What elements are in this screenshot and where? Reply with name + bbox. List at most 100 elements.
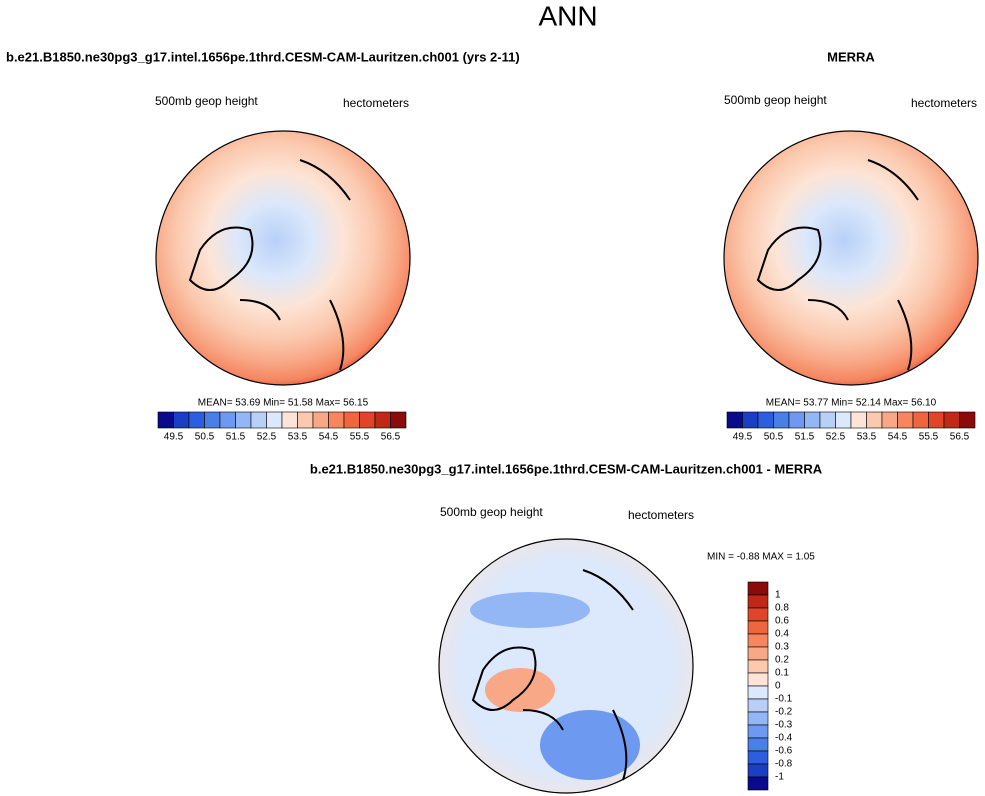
colorbar-box bbox=[312, 411, 329, 429]
colorbar-box bbox=[747, 581, 769, 596]
anomaly bbox=[485, 668, 555, 712]
colorbar-label: 56.5 bbox=[381, 432, 401, 443]
colorbar-label: 53.5 bbox=[857, 432, 877, 443]
colorbar-box bbox=[219, 411, 236, 429]
map bbox=[155, 130, 411, 386]
field-label: 500mb geop height bbox=[440, 505, 543, 519]
colorbar-box bbox=[726, 411, 743, 429]
colorbar-box bbox=[747, 620, 769, 635]
colorbar-label: -0.8 bbox=[775, 759, 793, 770]
panel-title: b.e21.B1850.ne30pg3_g17.intel.1656pe.1th… bbox=[310, 461, 823, 476]
colorbar-box bbox=[235, 411, 252, 429]
colorbar-label: 51.5 bbox=[795, 432, 815, 443]
colorbar-label: 53.5 bbox=[288, 432, 308, 443]
colorbar-label: 1 bbox=[775, 590, 781, 601]
colorbar-box bbox=[747, 607, 769, 622]
colorbar-box bbox=[928, 411, 945, 429]
colorbar-box bbox=[328, 411, 345, 429]
colorbar-box bbox=[390, 411, 407, 429]
colorbar-box bbox=[204, 411, 221, 429]
panel-title: b.e21.B1850.ne30pg3_g17.intel.1656pe.1th… bbox=[6, 49, 520, 64]
stats: MEAN= 53.77 Min= 52.14 Max= 56.10 bbox=[766, 398, 937, 409]
colorbar-label: 0.6 bbox=[775, 616, 789, 627]
colorbar-box bbox=[747, 698, 769, 713]
colorbar-box bbox=[788, 411, 805, 429]
colorbar-label: 55.5 bbox=[919, 432, 939, 443]
field-label: 500mb geop height bbox=[724, 93, 827, 107]
colorbar-box bbox=[819, 411, 836, 429]
colorbar-label: 55.5 bbox=[350, 432, 370, 443]
colorbar-label: 52.5 bbox=[826, 432, 846, 443]
colorbar-label: -0.4 bbox=[775, 733, 793, 744]
colorbar-box bbox=[250, 411, 267, 429]
colorbar-box bbox=[897, 411, 914, 429]
colorbar-box bbox=[747, 737, 769, 752]
colorbar-label: 0.3 bbox=[775, 642, 789, 653]
stats: MIN = -0.88 MAX = 1.05 bbox=[707, 552, 815, 563]
colorbar-label: 49.5 bbox=[164, 432, 184, 443]
colorbar-box bbox=[881, 411, 898, 429]
colorbar-box bbox=[747, 763, 769, 778]
colorbar-box bbox=[188, 411, 205, 429]
anomaly bbox=[540, 710, 640, 780]
colorbar-box bbox=[912, 411, 929, 429]
colorbar-box bbox=[747, 776, 769, 791]
colorbar-box bbox=[747, 672, 769, 687]
colorbar-label: 54.5 bbox=[319, 432, 339, 443]
colorbar-label: 52.5 bbox=[257, 432, 277, 443]
colorbar-label: 0.1 bbox=[775, 668, 789, 679]
colorbar-box bbox=[747, 594, 769, 609]
colorbar-label: 50.5 bbox=[764, 432, 784, 443]
colorbar-box bbox=[866, 411, 883, 429]
colorbar-box bbox=[835, 411, 852, 429]
colorbar-label: 51.5 bbox=[226, 432, 246, 443]
coastline bbox=[188, 159, 351, 371]
colorbar-label: 50.5 bbox=[195, 432, 215, 443]
units-label: hectometers bbox=[911, 96, 977, 110]
units-label: hectometers bbox=[343, 96, 409, 110]
colorbar-label: -0.6 bbox=[775, 746, 793, 757]
colorbar-box bbox=[747, 685, 769, 700]
colorbar-label: 0 bbox=[775, 681, 781, 692]
colorbar-box bbox=[943, 411, 960, 429]
colorbar-label: 49.5 bbox=[733, 432, 753, 443]
colorbar-label: -1 bbox=[775, 772, 784, 783]
colorbar-label: -0.2 bbox=[775, 707, 793, 718]
units-label: hectometers bbox=[628, 508, 694, 522]
colorbar-label: 0.4 bbox=[775, 629, 789, 640]
colorbar-box bbox=[747, 724, 769, 739]
colorbar-box bbox=[374, 411, 391, 429]
colorbar-box bbox=[747, 711, 769, 726]
colorbar-box bbox=[850, 411, 867, 429]
colorbar-label: -0.1 bbox=[775, 694, 793, 705]
coastline bbox=[471, 569, 634, 781]
colorbar-box bbox=[742, 411, 759, 429]
colorbar-box bbox=[281, 411, 298, 429]
colorbar-box bbox=[959, 411, 976, 429]
colorbar-box bbox=[157, 411, 174, 429]
coastline bbox=[756, 159, 919, 371]
colorbar-box bbox=[747, 646, 769, 661]
figure-title: ANN bbox=[538, 0, 597, 31]
colorbar-box bbox=[297, 411, 314, 429]
panel-title: MERRA bbox=[827, 49, 875, 64]
colorbar-label: 0.8 bbox=[775, 603, 789, 614]
colorbar-label: 54.5 bbox=[888, 432, 908, 443]
colorbar-box bbox=[747, 633, 769, 648]
field-label: 500mb geop height bbox=[155, 94, 258, 108]
anomaly bbox=[470, 592, 590, 628]
colorbar-box bbox=[343, 411, 360, 429]
colorbar-label: 56.5 bbox=[950, 432, 970, 443]
colorbar-box bbox=[757, 411, 774, 429]
stats: MEAN= 53.69 Min= 51.58 Max= 56.15 bbox=[198, 398, 369, 409]
colorbar-label: -0.3 bbox=[775, 720, 793, 731]
colorbar-box bbox=[359, 411, 376, 429]
colorbar-box bbox=[266, 411, 283, 429]
colorbar-box bbox=[173, 411, 190, 429]
colorbar-box bbox=[773, 411, 790, 429]
colorbar-box bbox=[804, 411, 821, 429]
colorbar-box bbox=[747, 659, 769, 674]
colorbar-box bbox=[747, 750, 769, 765]
colorbar-label: 0.2 bbox=[775, 655, 789, 666]
